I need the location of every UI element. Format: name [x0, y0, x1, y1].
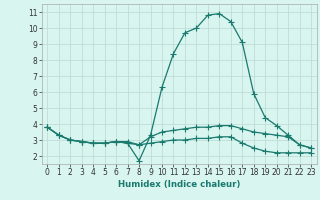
X-axis label: Humidex (Indice chaleur): Humidex (Indice chaleur) — [118, 180, 240, 189]
